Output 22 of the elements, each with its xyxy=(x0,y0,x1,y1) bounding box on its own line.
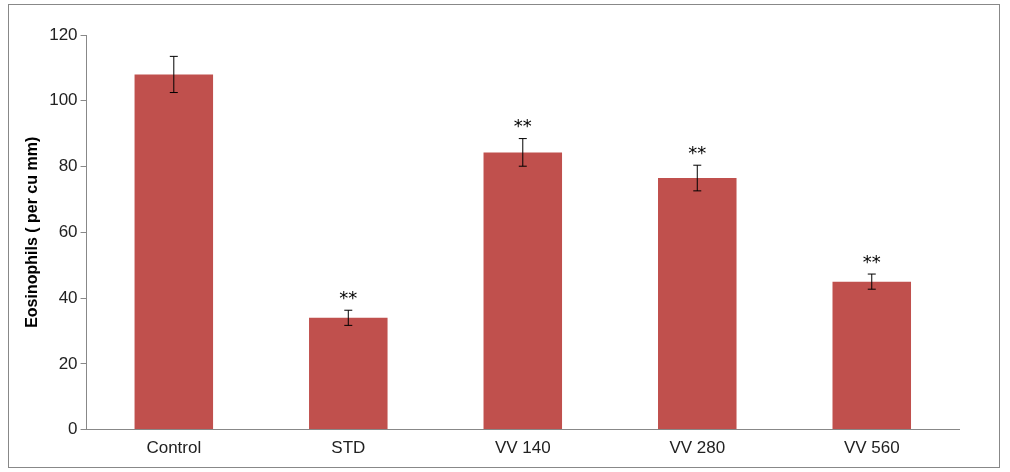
annotation: ** xyxy=(688,141,707,163)
y-axis-title: Eosinophils ( per cu mm) xyxy=(23,136,41,328)
bar xyxy=(658,178,737,430)
x-tick-label: VV 560 xyxy=(843,438,900,458)
y-tick-label: 80 xyxy=(58,156,78,176)
y-tick-label: 60 xyxy=(58,221,78,241)
bar xyxy=(309,317,388,430)
y-tick-label: 20 xyxy=(58,353,78,373)
x-tick-label: VV 140 xyxy=(494,438,551,458)
y-tick-label: 120 xyxy=(49,24,78,44)
annotation: ** xyxy=(513,115,532,137)
y-tick-label: 40 xyxy=(58,287,78,307)
y-tick-label: 100 xyxy=(49,90,78,110)
bar xyxy=(483,152,563,430)
x-tick-label: Control xyxy=(146,438,202,458)
x-tick-label: VV 280 xyxy=(669,438,726,458)
annotation: ** xyxy=(862,250,881,272)
bar xyxy=(134,74,214,430)
bar xyxy=(832,281,912,430)
y-tick-label: 0 xyxy=(68,419,78,439)
annotation: ** xyxy=(339,286,358,308)
x-tick-label: STD xyxy=(331,438,366,458)
